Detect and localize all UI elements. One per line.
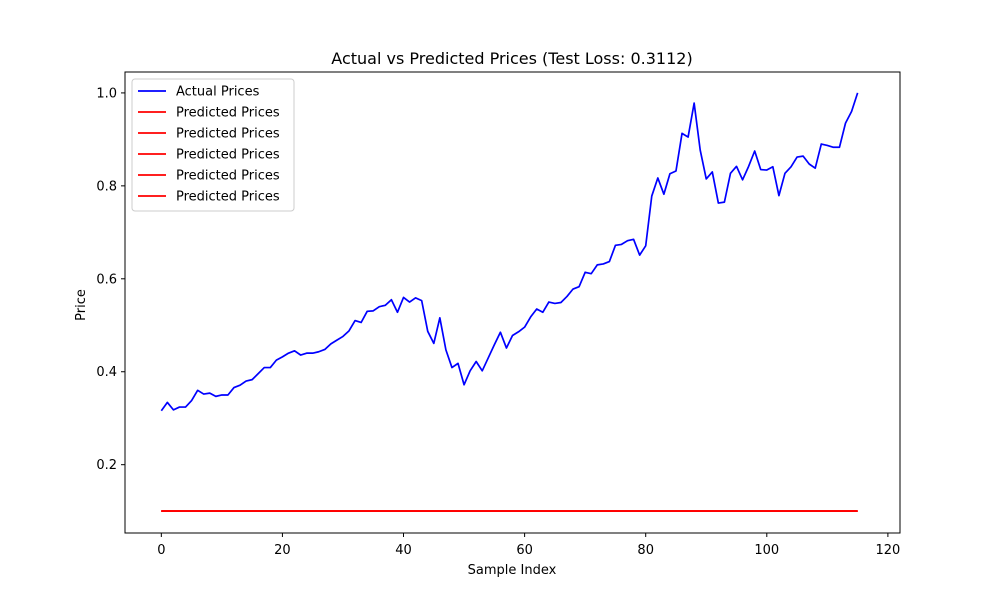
- x-tick-label: 20: [274, 543, 291, 558]
- y-tick-label: 0.4: [96, 365, 117, 380]
- legend-label: Predicted Prices: [176, 127, 280, 142]
- plot-area: [124, 71, 901, 534]
- legend-label: Predicted Prices: [176, 106, 280, 121]
- x-tick-label: 100: [754, 543, 779, 558]
- legend-label: Predicted Prices: [176, 190, 280, 205]
- legend-label: Actual Prices: [176, 85, 260, 100]
- legend-label: Predicted Prices: [176, 148, 280, 163]
- y-axis-label: Price: [74, 289, 89, 321]
- chart-title: Actual vs Predicted Prices (Test Loss: 0…: [331, 49, 692, 68]
- x-tick-label: 40: [395, 543, 412, 558]
- x-axis: 0 20 40 60 80 100 120: [157, 533, 900, 558]
- legend-box: [131, 78, 295, 212]
- x-tick-label: 0: [157, 543, 165, 558]
- legend-label: Predicted Prices: [176, 169, 280, 184]
- x-tick-label: 80: [637, 543, 654, 558]
- series-line-0: [160, 92, 859, 412]
- y-axis: 0.2 0.4 0.6 0.8 1.0: [96, 86, 125, 473]
- y-tick-label: 0.2: [96, 458, 117, 473]
- axes-frame: [124, 71, 901, 534]
- x-tick-label: 120: [875, 543, 900, 558]
- y-tick-label: 1.0: [96, 86, 117, 101]
- y-tick-label: 0.8: [96, 179, 117, 194]
- x-tick-label: 60: [516, 543, 533, 558]
- x-axis-label: Sample Index: [468, 563, 557, 578]
- legend: Actual Prices Predicted Prices Predicted P…: [131, 78, 295, 212]
- y-tick-label: 0.6: [96, 272, 117, 287]
